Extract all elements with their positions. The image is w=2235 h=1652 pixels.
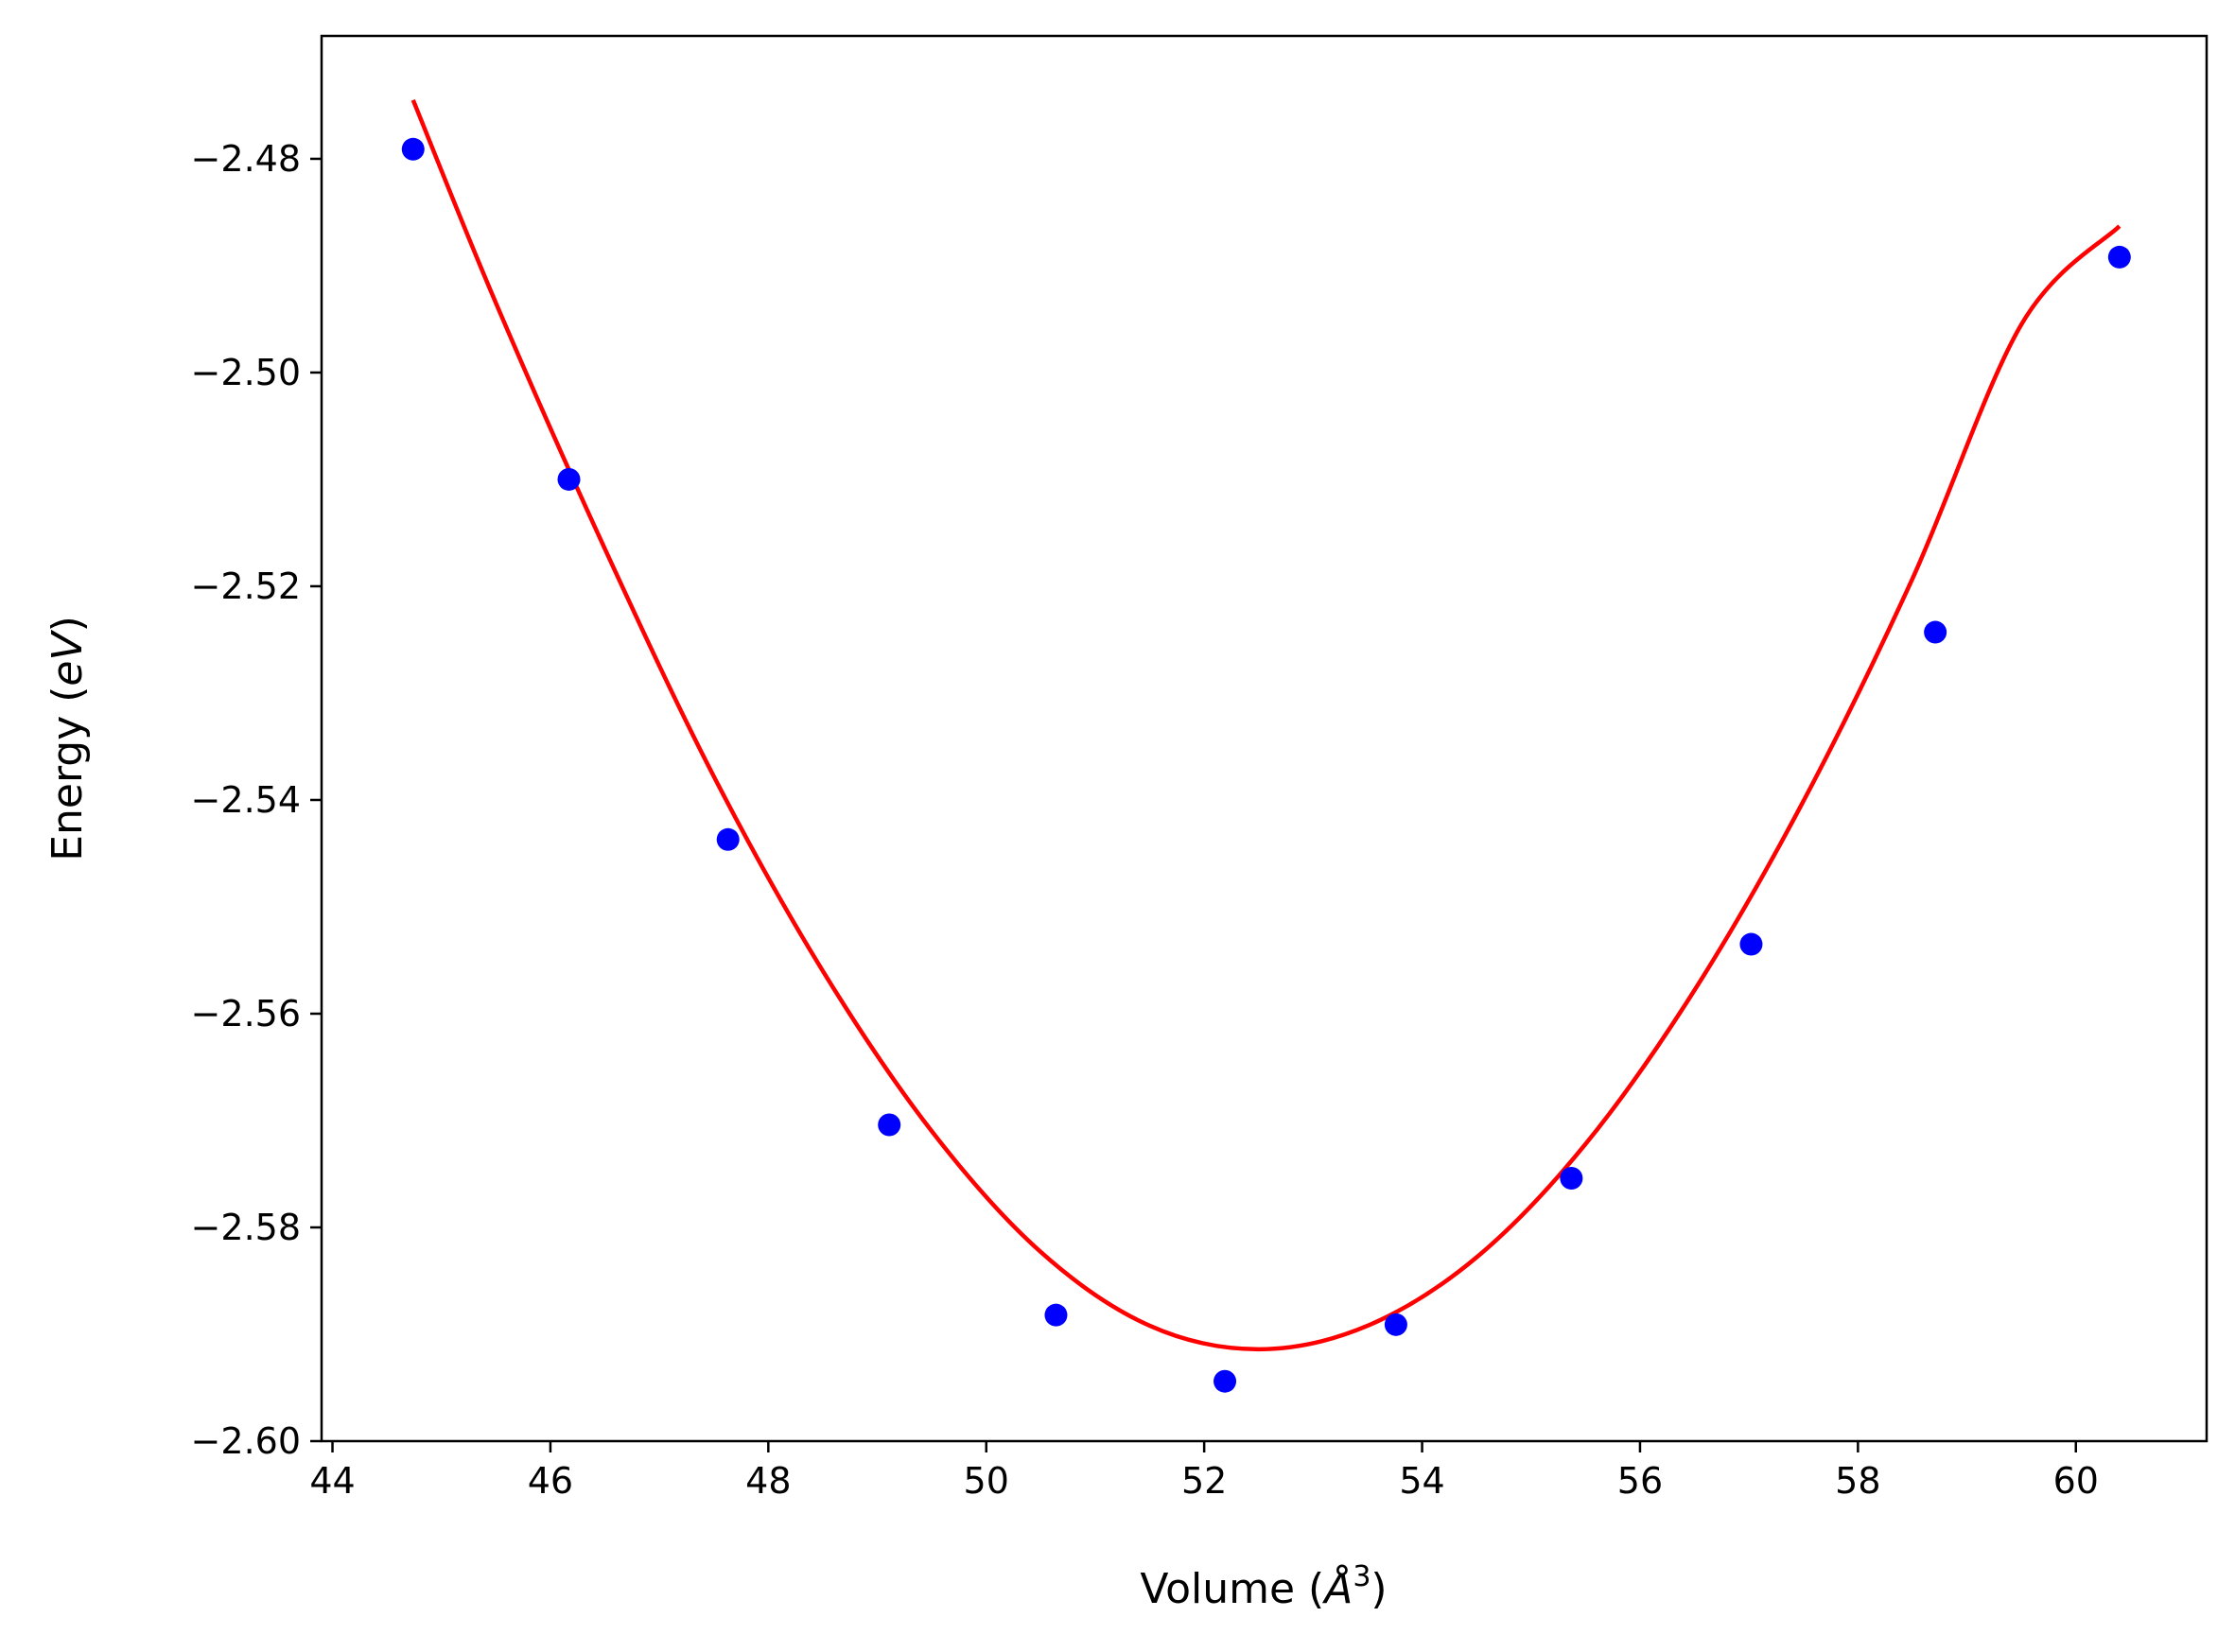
- x-tick-label: 56: [1617, 1460, 1663, 1502]
- x-axis-label-suffix: ): [1371, 1565, 1387, 1613]
- x-tick-label: 44: [309, 1460, 355, 1502]
- x-tick-label: 52: [1181, 1460, 1227, 1502]
- data-points-layer: [401, 137, 2131, 1393]
- y-axis-label-var: eV: [44, 630, 92, 687]
- y-axis-label: Energy (eV): [44, 616, 92, 861]
- y-axis-label-prefix: Energy (: [44, 687, 92, 861]
- x-axis-label-sup: 3: [1353, 1560, 1371, 1593]
- data-point: [2107, 245, 2131, 269]
- data-point: [1924, 620, 1947, 644]
- x-tick-label: 58: [1835, 1460, 1880, 1502]
- x-axis-ticks: 44 46 48 50 52 54 56 58 60: [309, 1441, 2099, 1502]
- y-tick-label: −2.50: [191, 352, 301, 393]
- x-tick-label: 60: [2053, 1460, 2099, 1502]
- x-tick-label: 46: [528, 1460, 573, 1502]
- data-point: [878, 1113, 901, 1137]
- data-point: [557, 467, 581, 491]
- y-tick-label: −2.54: [191, 779, 301, 821]
- x-axis-label-prefix: Volume (: [1140, 1565, 1324, 1613]
- data-point: [1214, 1369, 1237, 1393]
- x-tick-label: 50: [964, 1460, 1009, 1502]
- data-point: [1044, 1303, 1068, 1327]
- data-point: [401, 137, 425, 161]
- x-axis-label: Volume (Å3): [1140, 1560, 1387, 1613]
- fit-curve: [410, 98, 2122, 1352]
- y-axis-label-suffix: ): [44, 616, 92, 632]
- data-point: [716, 827, 740, 851]
- y-tick-label: −2.52: [191, 565, 301, 607]
- data-point: [1739, 932, 1763, 956]
- y-tick-label: −2.56: [191, 993, 301, 1035]
- fit-curve-layer: [410, 98, 2122, 1352]
- data-point: [1384, 1313, 1407, 1336]
- data-point: [1560, 1167, 1583, 1191]
- x-tick-label: 48: [745, 1460, 791, 1502]
- y-tick-label: −2.58: [191, 1207, 301, 1248]
- y-axis-ticks: −2.60 −2.58 −2.56 −2.54 −2.52 −2.50 −2.48: [191, 138, 322, 1462]
- y-tick-label: −2.60: [191, 1420, 301, 1462]
- y-tick-label: −2.48: [191, 138, 301, 180]
- plot-frame: [320, 34, 2209, 1443]
- plot-background: [322, 36, 2207, 1441]
- x-tick-label: 54: [1399, 1460, 1444, 1502]
- x-axis-label-var: Å: [1321, 1563, 1353, 1613]
